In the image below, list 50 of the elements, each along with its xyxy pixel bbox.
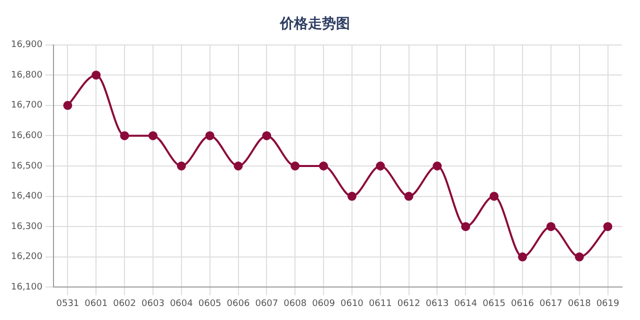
- point: [148, 131, 158, 140]
- x-tick-label: 0604: [170, 298, 194, 309]
- point: [518, 252, 528, 262]
- chart-title: 价格走势图: [279, 16, 350, 32]
- x-tick-label: 0609: [312, 298, 336, 309]
- point: [205, 131, 214, 140]
- x-tick-label: 0601: [84, 298, 108, 309]
- x-tick-label: 0608: [284, 298, 307, 309]
- point: [92, 70, 101, 80]
- point: [176, 162, 186, 170]
- y-tick-label: 16,600: [10, 131, 43, 142]
- x-tick-label: 0612: [397, 298, 420, 309]
- x-tick-label: 0603: [142, 298, 164, 309]
- point: [319, 162, 328, 170]
- point: [432, 162, 442, 170]
- x-tick-label: 0611: [368, 298, 392, 309]
- point: [603, 222, 612, 232]
- point: [234, 162, 243, 170]
- point: [290, 162, 300, 170]
- y-tick-label: 16,700: [10, 100, 43, 111]
- point: [461, 222, 470, 232]
- x-tick-label: 0602: [113, 298, 136, 309]
- point: [347, 192, 356, 201]
- point: [376, 162, 385, 170]
- x-tick-label: 0619: [596, 298, 620, 309]
- y-tick-label: 16,900: [10, 40, 43, 50]
- x-tick-label: 0615: [482, 298, 506, 309]
- point: [262, 131, 272, 140]
- x-tick-label: 0613: [426, 298, 449, 309]
- y-tick-label: 16,500: [10, 161, 43, 172]
- point: [120, 131, 130, 140]
- x-tick-label: 0618: [568, 298, 592, 309]
- y-tick-label: 16,200: [10, 252, 43, 262]
- point: [404, 192, 414, 201]
- point: [490, 192, 499, 201]
- x-tick-label: 0531: [56, 298, 80, 309]
- point: [63, 100, 72, 110]
- x-tick-label: 0614: [454, 298, 478, 309]
- y-tick-label: 16,300: [10, 222, 43, 232]
- x-tick-label: 0610: [340, 298, 364, 309]
- y-tick-label: 16,400: [10, 192, 43, 202]
- x-tick-label: 0605: [198, 298, 222, 309]
- x-tick-label: 0607: [255, 298, 278, 309]
- point: [546, 222, 556, 232]
- x-tick-label: 0616: [511, 298, 534, 309]
- point: [574, 252, 584, 262]
- x-tick-label: 0617: [539, 298, 562, 309]
- y-tick-label: 16,800: [10, 70, 43, 80]
- y-tick-label: 16,100: [10, 282, 43, 293]
- x-tick-label: 0606: [226, 298, 250, 309]
